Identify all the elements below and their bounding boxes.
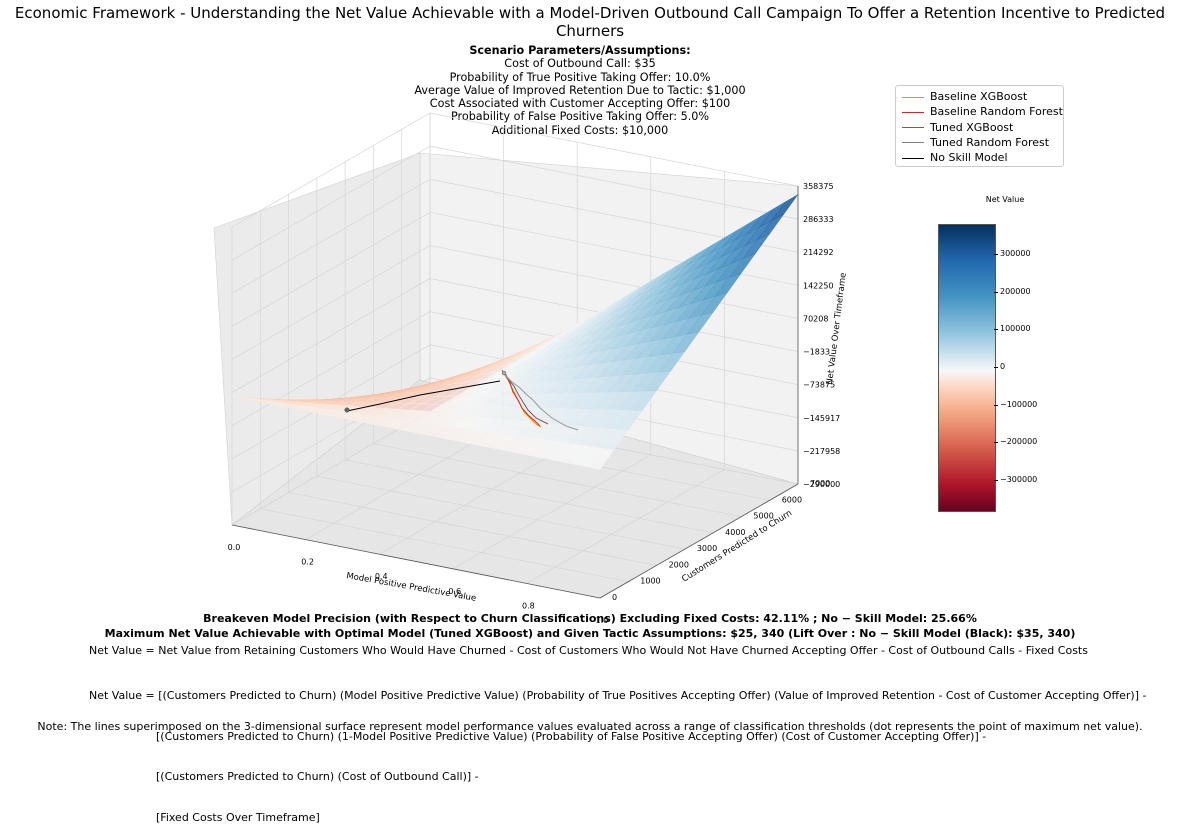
legend-item: Tuned XGBoost [902, 121, 1013, 135]
y-tick-label: 4000 [725, 528, 745, 537]
x-tick-label: 0.8 [522, 601, 535, 610]
legend-line-icon [902, 97, 924, 98]
legend-line-icon [902, 127, 924, 128]
colorbar-tick [994, 480, 998, 481]
legend-label: Tuned Random Forest [930, 136, 1049, 149]
x-tick-label: 0.0 [228, 543, 241, 552]
z-tick-label: 142250 [803, 281, 834, 290]
colorbar-tick-label: −100000 [1000, 400, 1037, 409]
z-tick-label: −1833 [803, 348, 830, 357]
max-value-dot [502, 371, 506, 375]
z-tick-label: −145917 [803, 414, 840, 423]
colorbar-tick-label: 100000 [1000, 324, 1031, 333]
legend-line-icon [902, 158, 924, 159]
colorbar-tick [994, 329, 998, 330]
formula-line: [Fixed Costs Over Timeframe] [89, 811, 1146, 825]
y-tick-label: 6000 [782, 495, 802, 504]
z-tick-label: 70208 [803, 314, 828, 323]
colorbar-title: Net Value [975, 195, 1035, 204]
legend-line-icon [902, 142, 924, 143]
y-tick-label: 2000 [669, 560, 689, 569]
colorbar-tick-label: −200000 [1000, 437, 1037, 446]
legend-label: Baseline XGBoost [930, 90, 1027, 103]
colorbar [938, 224, 996, 512]
y-tick-label: 3000 [697, 544, 717, 553]
max-value-dot [345, 408, 349, 412]
breakeven-text: Breakeven Model Precision (with Respect … [0, 612, 1180, 625]
net-value-definition: Net Value = Net Value from Retaining Cus… [89, 644, 1088, 657]
max-net-value-text: Maximum Net Value Achievable with Optima… [0, 627, 1180, 640]
legend-item: No Skill Model [902, 151, 1008, 165]
z-tick-label: 286333 [803, 215, 834, 224]
z-tick-label: 358375 [803, 182, 834, 191]
footnote: Note: The lines superimposed on the 3-di… [0, 720, 1180, 733]
legend-line-icon [902, 112, 924, 113]
y-tick-label: 0 [612, 593, 617, 602]
legend: Baseline XGBoost Baseline Random Forest Tu… [895, 85, 1064, 167]
colorbar-tick-label: 0 [1000, 362, 1005, 371]
z-tick-label: −290000 [803, 480, 840, 489]
formula-line: [(Customers Predicted to Churn) (Cost of… [89, 770, 1146, 784]
legend-item: Tuned Random Forest [902, 136, 1049, 150]
legend-item: Baseline Random Forest [902, 105, 1063, 119]
legend-item: Baseline XGBoost [902, 90, 1027, 104]
colorbar-tick [994, 292, 998, 293]
formula-line: Net Value = [(Customers Predicted to Chu… [89, 689, 1146, 703]
colorbar-tick-label: 200000 [1000, 287, 1031, 296]
x-tick-label: 0.2 [301, 558, 314, 567]
legend-label: No Skill Model [930, 151, 1008, 164]
legend-label: Baseline Random Forest [930, 105, 1063, 118]
colorbar-tick-label: 300000 [1000, 249, 1031, 258]
colorbar-tick [994, 254, 998, 255]
colorbar-tick [994, 367, 998, 368]
z-tick-label: 214292 [803, 248, 834, 257]
colorbar-tick [994, 405, 998, 406]
legend-label: Tuned XGBoost [930, 121, 1013, 134]
z-tick-label: −217958 [803, 447, 840, 456]
colorbar-tick-label: −300000 [1000, 475, 1037, 484]
colorbar-tick [994, 442, 998, 443]
y-tick-label: 1000 [640, 577, 660, 586]
net-value-formula: Net Value = [(Customers Predicted to Chu… [89, 662, 1146, 838]
